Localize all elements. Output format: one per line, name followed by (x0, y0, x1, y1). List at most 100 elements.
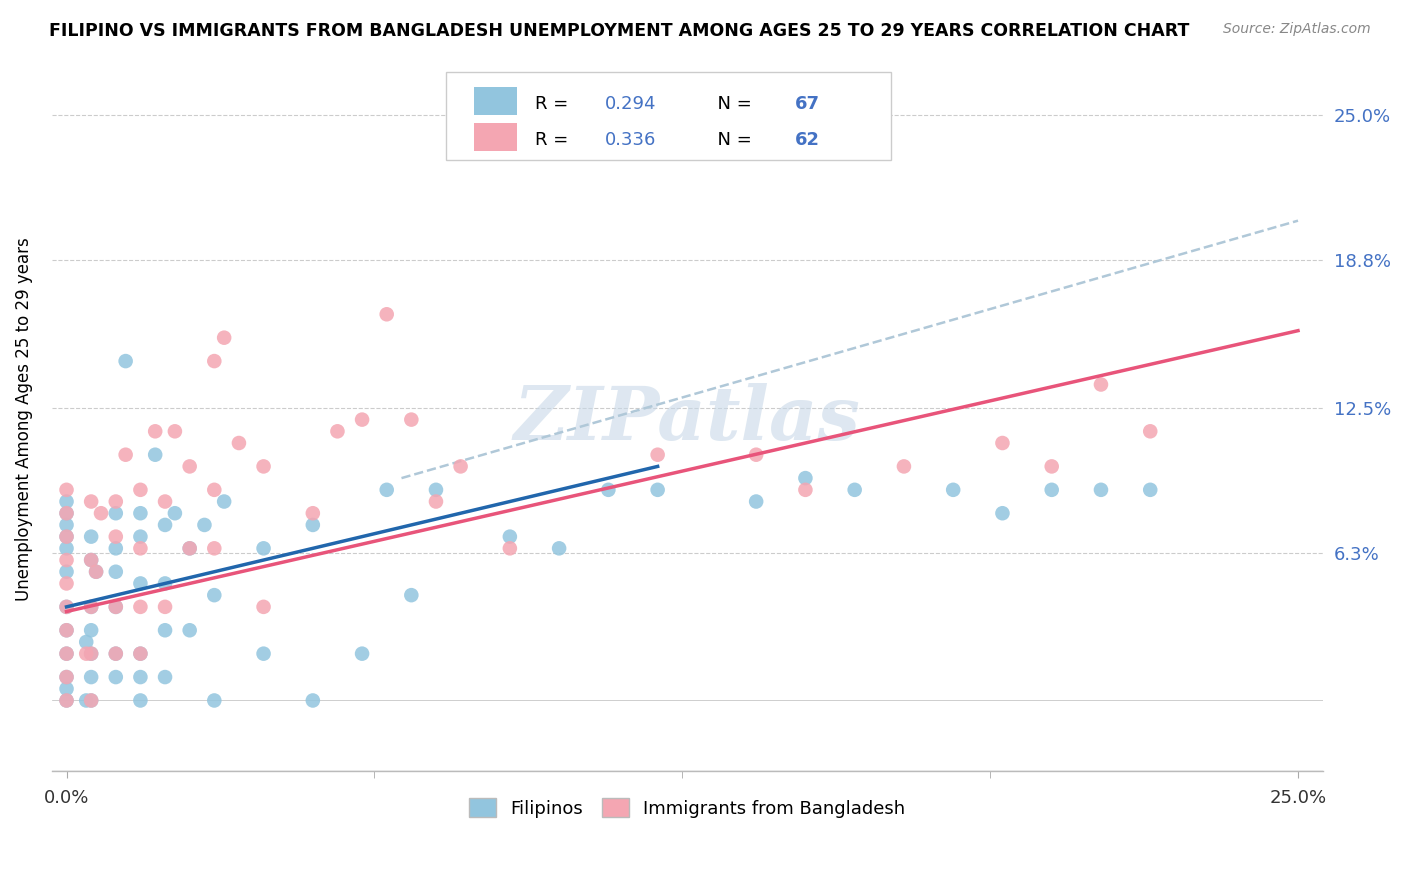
Point (55, 517, 77, 532)
Point (179, 541, 201, 556)
Point (252, 459, 274, 474)
Point (75, 635, 97, 649)
Point (202, 693, 225, 707)
Point (401, 588, 423, 602)
Point (352, 647, 374, 661)
Point (80, 553, 103, 567)
Text: Source: ZipAtlas.com: Source: ZipAtlas.com (1223, 22, 1371, 37)
Point (252, 647, 274, 661)
Point (401, 412, 423, 426)
Point (55, 506, 77, 520)
Point (55, 530, 77, 544)
Point (153, 670, 176, 684)
Point (193, 517, 215, 532)
Point (212, 331, 235, 345)
Point (104, 647, 127, 661)
Point (129, 541, 152, 556)
Point (326, 425, 349, 439)
Point (80, 693, 103, 707)
Point (1040, 459, 1063, 474)
Text: FILIPINO VS IMMIGRANTS FROM BANGLADESH UNEMPLOYMENT AMONG AGES 25 TO 29 YEARS CO: FILIPINO VS IMMIGRANTS FROM BANGLADESH U… (49, 22, 1189, 40)
Point (202, 588, 225, 602)
Point (84, 565, 107, 579)
Point (55, 530, 77, 544)
Point (252, 599, 274, 614)
Point (80, 624, 103, 638)
Point (425, 494, 447, 508)
Point (991, 506, 1014, 520)
Point (104, 506, 127, 520)
Point (114, 354, 136, 368)
Point (104, 530, 127, 544)
Point (104, 670, 127, 684)
Point (647, 483, 669, 497)
Point (143, 448, 166, 462)
Point (202, 483, 225, 497)
Point (80, 693, 103, 707)
Point (153, 599, 176, 614)
FancyBboxPatch shape (474, 87, 517, 115)
Point (55, 494, 77, 508)
Point (129, 506, 152, 520)
Point (104, 565, 127, 579)
Point (80, 647, 103, 661)
Point (55, 681, 77, 696)
Legend: Filipinos, Immigrants from Bangladesh: Filipinos, Immigrants from Bangladesh (463, 790, 912, 825)
Point (80, 553, 103, 567)
Point (104, 494, 127, 508)
Point (228, 436, 250, 450)
Point (55, 670, 77, 684)
Point (163, 425, 186, 439)
Point (55, 599, 77, 614)
Point (375, 307, 398, 321)
Point (202, 541, 225, 556)
Text: 0.336: 0.336 (605, 131, 657, 149)
Text: R =: R = (534, 131, 574, 149)
Point (745, 494, 768, 508)
Point (163, 506, 186, 520)
Text: ZIPatlas: ZIPatlas (513, 384, 860, 456)
Point (212, 494, 235, 508)
Point (1090, 377, 1112, 392)
Point (104, 599, 127, 614)
Point (129, 599, 152, 614)
Point (55, 541, 77, 556)
Point (90, 506, 112, 520)
Point (153, 624, 176, 638)
Point (179, 541, 201, 556)
Point (55, 565, 77, 579)
Point (75, 693, 97, 707)
Point (104, 541, 127, 556)
Point (1139, 483, 1161, 497)
Point (153, 517, 176, 532)
Point (55, 553, 77, 567)
Point (1139, 425, 1161, 439)
Text: N =: N = (706, 95, 758, 112)
Point (548, 541, 571, 556)
FancyBboxPatch shape (474, 123, 517, 152)
Point (129, 530, 152, 544)
Point (301, 693, 323, 707)
Point (80, 599, 103, 614)
Point (425, 483, 447, 497)
Point (129, 670, 152, 684)
Point (153, 494, 176, 508)
Point (104, 599, 127, 614)
Point (499, 530, 522, 544)
FancyBboxPatch shape (446, 72, 890, 160)
Point (143, 425, 166, 439)
Text: 62: 62 (796, 131, 820, 149)
Point (352, 412, 374, 426)
Point (80, 530, 103, 544)
Point (129, 693, 152, 707)
Point (794, 471, 817, 485)
Text: 0.294: 0.294 (605, 95, 657, 112)
Point (55, 624, 77, 638)
Text: 67: 67 (796, 95, 820, 112)
Point (301, 506, 323, 520)
Point (844, 483, 866, 497)
Point (450, 459, 472, 474)
Point (179, 459, 201, 474)
Point (301, 517, 323, 532)
Point (499, 541, 522, 556)
